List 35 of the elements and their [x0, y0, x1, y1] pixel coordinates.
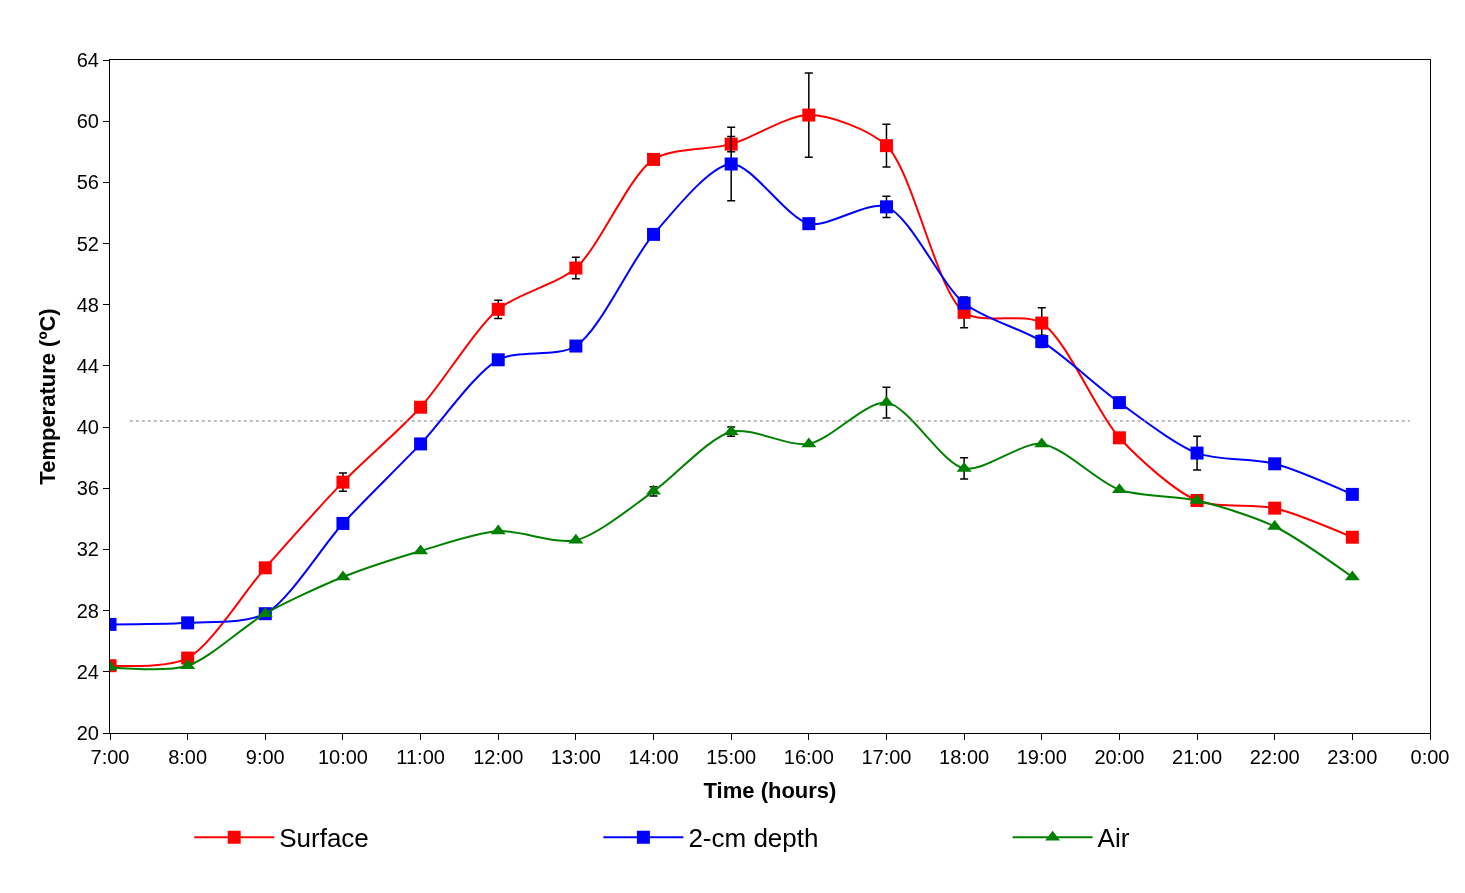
y-tick-label: 28	[76, 599, 99, 622]
x-tick-label: 16:00	[783, 746, 834, 768]
x-tick-label: 22:00	[1249, 746, 1300, 768]
y-tick-label: 20	[76, 722, 99, 744]
x-tick-label: 18:00	[939, 746, 990, 768]
y-tick-label: 60	[76, 110, 99, 133]
x-tick-label: 0:00	[1410, 746, 1450, 768]
y-tick-label: 36	[76, 477, 99, 500]
x-axis-title: Time (hours)	[703, 777, 837, 803]
y-tick-label: 56	[76, 171, 99, 194]
x-tick-label: 9:00	[245, 746, 285, 768]
x-tick-label: 15:00	[706, 746, 757, 768]
x-tick-label: 19:00	[1016, 746, 1067, 768]
legend-label: Air	[1097, 823, 1130, 854]
y-tick-label: 24	[76, 660, 99, 683]
x-tick-label: 7:00	[90, 746, 130, 768]
x-tick-label: 20:00	[1094, 746, 1145, 768]
x-tick-label: 23:00	[1327, 746, 1378, 768]
y-tick-label: 52	[76, 232, 99, 255]
x-tick-label: 10:00	[317, 746, 368, 768]
y-tick-label: 40	[76, 416, 99, 439]
x-tick-label: 17:00	[861, 746, 912, 768]
legend-label: 2-cm depth	[688, 823, 819, 854]
legend-label: Surface	[279, 823, 369, 854]
x-tick-label: 8:00	[168, 746, 208, 768]
y-tick-label: 48	[76, 293, 99, 316]
y-tick-label: 64	[76, 49, 99, 71]
x-tick-label: 21:00	[1172, 746, 1223, 768]
x-tick-label: 11:00	[396, 746, 445, 768]
y-tick-label: 32	[76, 538, 99, 561]
x-tick-label: 13:00	[550, 746, 601, 768]
y-axis-title: Temperature (ºC)	[34, 308, 60, 485]
x-tick-label: 14:00	[628, 746, 679, 768]
x-tick-label: 12:00	[473, 746, 524, 768]
y-tick-label: 44	[76, 354, 99, 377]
